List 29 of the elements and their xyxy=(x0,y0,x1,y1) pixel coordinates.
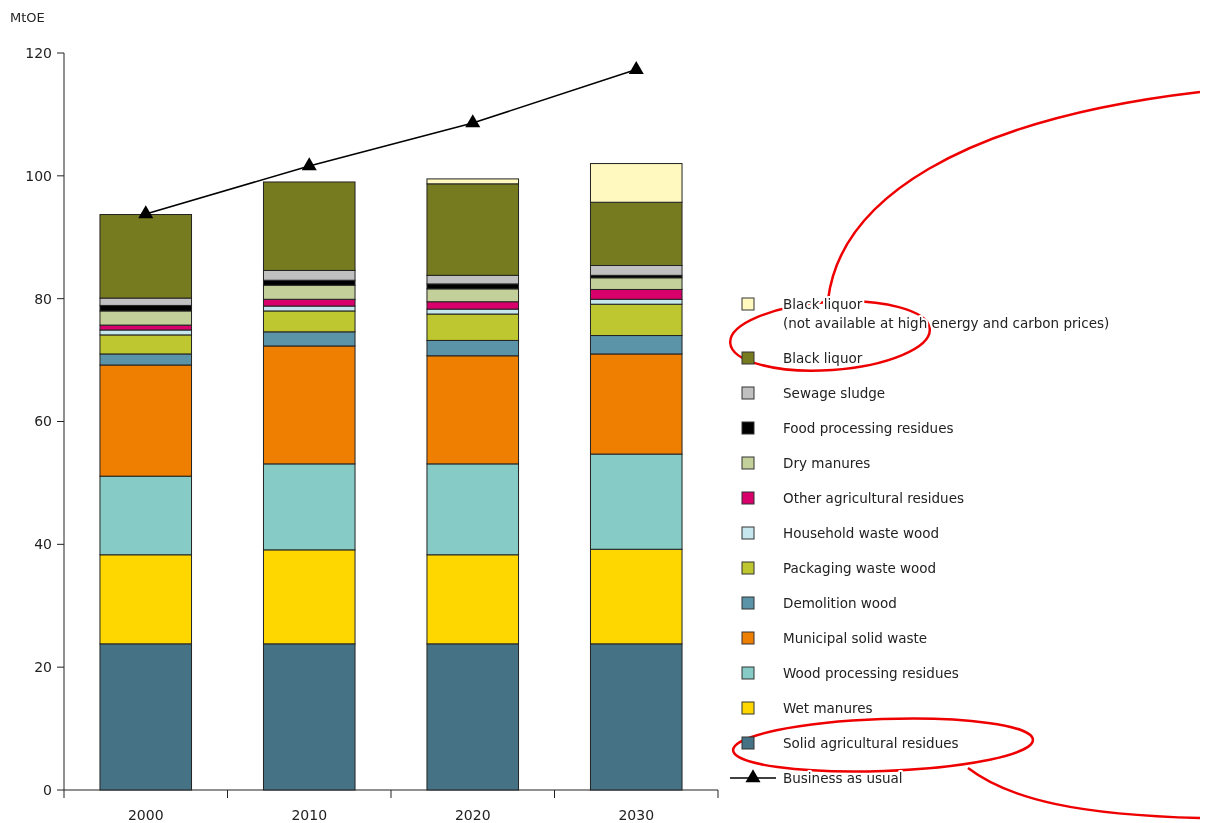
x-tick-label: 2030 xyxy=(618,807,655,823)
legend-label: Packaging waste wood xyxy=(783,560,937,576)
x-tick-label: 2020 xyxy=(454,807,491,823)
legend-label: Household waste wood xyxy=(783,525,940,541)
legend-label: Business as usual xyxy=(783,770,903,786)
y-tick-label: 80 xyxy=(34,290,52,307)
legend-label: Solid agricultural residues xyxy=(783,735,959,751)
y-tick-label: 60 xyxy=(34,413,52,430)
y-tick-label: 40 xyxy=(34,536,52,553)
legend-label: Wood processing residues xyxy=(783,665,959,681)
point xyxy=(465,114,481,128)
legend-label: Sewage sludge xyxy=(783,385,886,401)
point xyxy=(138,205,154,219)
legend-label: Wet manures xyxy=(783,700,873,716)
point xyxy=(628,60,644,74)
legend-label: Black liquor xyxy=(783,350,863,366)
y-tick-label: 120 xyxy=(25,44,52,61)
y-tick-label: 0 xyxy=(43,781,52,798)
legend-label: Municipal solid waste xyxy=(783,630,928,646)
x-tick-label: 2000 xyxy=(127,807,164,823)
y-axis-title: MtOE xyxy=(10,10,45,25)
x-tick-label: 2010 xyxy=(291,807,328,823)
legend-label: Food processing residues xyxy=(783,420,954,436)
legend-label: Other agricultural residues xyxy=(783,490,965,506)
point xyxy=(301,157,317,171)
y-tick-label: 100 xyxy=(25,167,52,184)
legend-label: Demolition wood xyxy=(783,595,897,611)
y-tick-label: 20 xyxy=(34,659,52,676)
legend-label: Dry manures xyxy=(783,455,871,471)
